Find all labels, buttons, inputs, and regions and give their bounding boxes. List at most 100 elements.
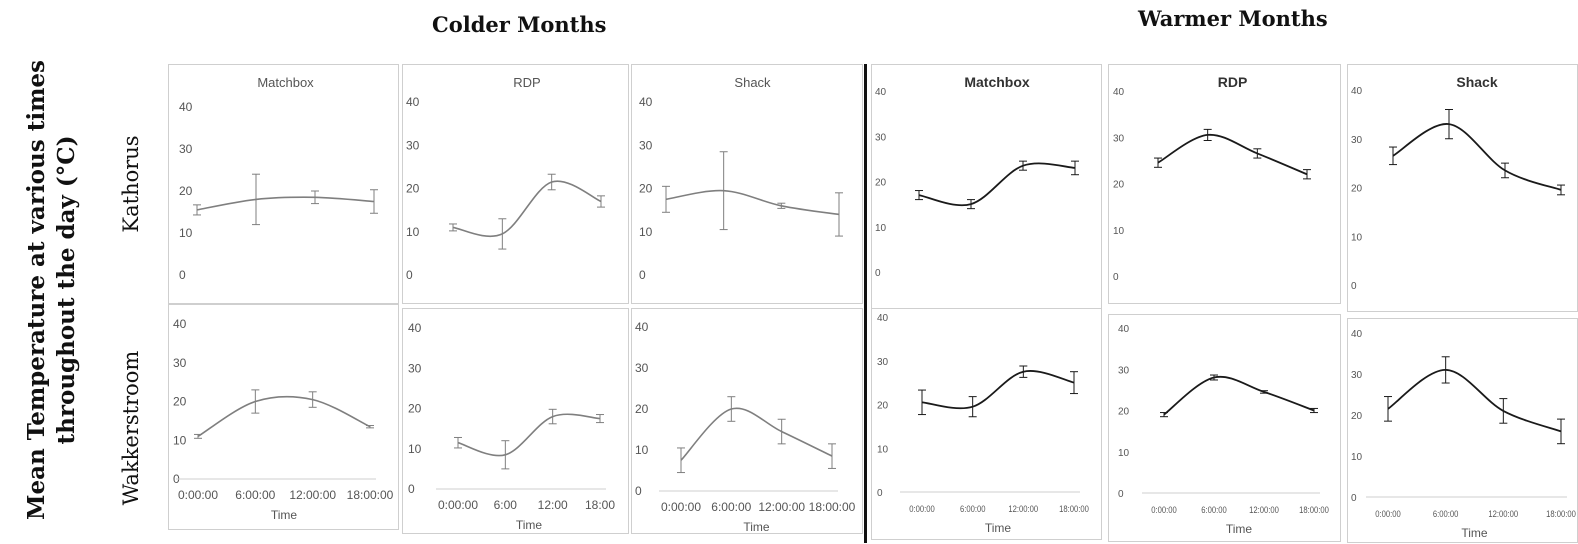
error-bar [1071,160,1079,176]
y-tick-label: 10 [1118,448,1130,459]
y-tick-label: 0 [1351,281,1357,292]
series-line [921,370,1075,410]
error-bar [498,218,507,250]
y-tick-label: 0 [1113,272,1119,283]
chart-svg-warmer-wakkerstroom-shack: 0 10 20 30 40 0:00:00 6:00:00 12:00:00 18:00:00 T… [1351,329,1576,540]
chart-panel-colder-kathorus-rdp: RDP 0 10 20 30 40 [402,64,629,304]
y-tick-label: 40 [408,321,422,335]
error-bar [501,440,510,470]
y-tick-label: 20 [1351,411,1363,422]
y-tick-label: 40 [1118,324,1130,335]
y-tick-label: 30 [1118,365,1130,376]
series-line [452,180,602,238]
error-bar [1260,390,1268,394]
error-bar [596,414,604,424]
error-bar [597,195,605,208]
chart-panel-warmer-kathorus-shack: Shack 0 10 20 30 40 [1347,64,1578,312]
error-bar [1384,396,1392,422]
error-bar [828,443,836,469]
error-bar [719,151,728,231]
x-axis-label: Time [1226,522,1253,536]
x-tick-label: 12:00:00 [1488,508,1518,519]
y-tick-label: 0 [877,488,883,499]
y-tick-label: 20 [877,401,889,412]
error-bar [194,433,202,439]
error-bar [1203,128,1212,141]
y-tick-label: 30 [173,356,187,370]
y-tick-label: 0 [635,484,642,498]
error-bar [662,185,670,213]
x-axis-label: Time [985,521,1012,535]
y-tick-label: 30 [877,357,889,368]
y-tick-label: 10 [1113,226,1125,237]
x-tick-label: 0:00:00 [1375,508,1401,519]
x-tick-label: 12:00:00 [1008,503,1038,514]
x-tick-label: 18:00:00 [1059,503,1089,514]
error-bar [1389,146,1397,166]
x-tick-label: 12:00:00 [1249,504,1279,515]
y-tick-label: 30 [635,361,649,375]
y-tick-label: 30 [408,361,422,375]
chart-panel-colder-kathorus-matchbox: Matchbox 0 10 20 30 40 [168,64,399,304]
chart-title: Shack [734,75,771,90]
x-tick-label: 0:00:00 [661,500,701,514]
error-bar [548,408,557,425]
y-tick-label: 0 [406,268,413,282]
error-bar [311,190,319,205]
y-tick-label: 10 [408,442,422,456]
x-axis-label: Time [743,520,770,534]
y-tick-label: 20 [875,178,887,189]
x-tick-label: 6:00:00 [711,500,751,514]
x-axis-label: Time [1461,526,1488,540]
x-tick-label: 18:00:00 [347,488,394,502]
y-axis-title-line-1: Mean Temperature at various times [23,60,50,520]
error-bar [1303,169,1311,180]
error-bar [1154,157,1162,168]
chart-title: Shack [1456,74,1497,90]
error-bar [1310,407,1318,414]
chart-svg-colder-wakkerstroom-shack: 0 10 20 30 40 0:00:00 6:00:00 12:00:00 18:00:00 T… [635,320,856,534]
y-tick-label: 20 [406,182,420,196]
error-bar [252,173,260,226]
error-bar [251,389,260,414]
y-tick-label: 10 [875,223,887,234]
y-tick-label: 40 [639,95,653,109]
y-tick-label: 20 [408,402,422,416]
season-divider [864,64,867,543]
y-tick-label: 20 [1118,407,1130,418]
chart-svg-warmer-kathorus-rdp: RDP 0 10 20 30 40 [1113,74,1311,283]
chart-panel-warmer-wakkerstroom-rdp: 0 10 20 30 40 0:00:00 6:00:00 12:00:00 18:00:00 T… [1108,314,1341,542]
y-tick-label: 20 [173,395,187,409]
y-axis-title-line-2: throughout the day (°C) [53,135,80,445]
y-tick-label: 10 [406,225,420,239]
y-tick-label: 30 [875,132,887,143]
series-line [197,395,371,438]
x-tick-label: 0:00:00 [1151,504,1177,515]
y-tick-label: 30 [1113,133,1125,144]
series-line [1387,368,1562,433]
error-bar [370,189,378,214]
y-tick-label: 40 [1351,86,1363,97]
series-line [1157,133,1308,176]
series-line [457,413,601,457]
y-tick-label: 40 [635,320,649,334]
x-tick-label: 6:00:00 [1433,508,1459,519]
y-tick-label: 10 [635,443,649,457]
chart-panel-colder-kathorus-shack: Shack 0 10 20 30 40 [631,64,863,304]
chart-svg-warmer-kathorus-matchbox: Matchbox 0 10 20 30 40 [875,74,1079,279]
chart-title: Matchbox [964,74,1030,90]
y-tick-label: 40 [406,95,420,109]
error-bar [1253,148,1262,159]
y-tick-label: 30 [1351,370,1363,381]
error-bar [1557,184,1565,196]
error-bar [547,173,556,191]
chart-svg-colder-kathorus-shack: Shack 0 10 20 30 40 [639,75,843,282]
x-axis-label: Time [516,518,543,532]
chart-title: Matchbox [257,75,314,90]
error-bar [1445,109,1453,140]
error-bar [1019,365,1028,378]
series-line [680,407,833,461]
error-bar [1501,162,1509,179]
error-bar [1019,160,1027,171]
